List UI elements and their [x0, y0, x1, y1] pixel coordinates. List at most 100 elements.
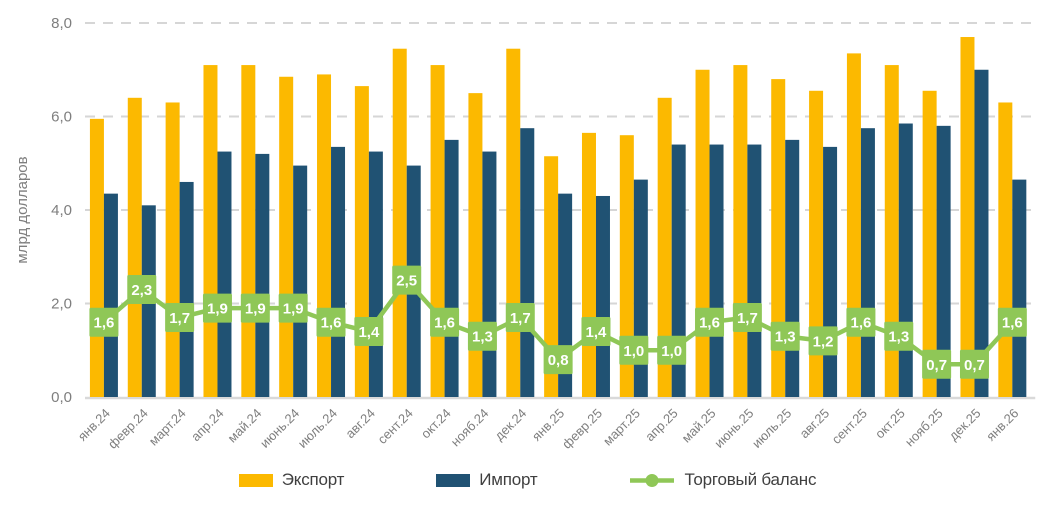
- balance-label-value: 0,8: [548, 352, 569, 369]
- x-tick-label: янв.26: [983, 406, 1021, 444]
- bar-export: [884, 65, 899, 397]
- x-tick-label: окт.25: [872, 406, 908, 442]
- bar-export: [960, 37, 975, 398]
- balance-label-box: [202, 293, 232, 323]
- bar-export: [846, 53, 861, 397]
- bar-import: [444, 139, 459, 397]
- x-tick-label: март.25: [600, 406, 643, 449]
- balance-label-value: 1,9: [207, 301, 228, 318]
- bar-export: [430, 65, 445, 397]
- bar-import: [1012, 179, 1027, 397]
- bar-export: [317, 74, 332, 398]
- balance-label-box: [240, 293, 270, 323]
- balance-label-value: 1,0: [661, 343, 682, 360]
- bar-import: [595, 195, 610, 397]
- balance-label-box: [89, 307, 119, 337]
- y-axis-tick-labels: 0,0 2,0 4,0 6,0 8,0: [51, 15, 72, 406]
- balance-label-box: [278, 293, 308, 323]
- bar-export: [468, 93, 483, 397]
- bar-import: [368, 151, 383, 397]
- balance-label-value: 1,0: [623, 343, 644, 360]
- chart-legend: Экспорт Импорт Торговый баланс: [0, 462, 1055, 498]
- balance-label-box: [657, 335, 687, 365]
- y-tick-label: 2,0: [51, 296, 72, 313]
- bar-import: [823, 146, 838, 397]
- chart-canvas: млрд долларов 0,0 2,0 4,0 6,0 8,0 янв.24февр…: [14, 15, 1036, 452]
- bar-import: [482, 151, 497, 397]
- bar-export: [809, 90, 824, 397]
- bar-export: [203, 65, 218, 397]
- bar-export: [695, 69, 710, 397]
- bar-import: [671, 144, 686, 397]
- bar-import: [936, 125, 951, 397]
- balance-label-value: 1,3: [888, 329, 909, 346]
- balance-label-value: 1,7: [169, 310, 190, 327]
- bar-export: [165, 102, 180, 397]
- balance-label-value: 1,6: [1002, 315, 1023, 332]
- y-axis-title: млрд долларов: [14, 156, 31, 263]
- bar-export: [922, 90, 937, 397]
- bar-export: [619, 135, 634, 397]
- bar-import: [331, 146, 346, 397]
- balance-label-value: 1,6: [699, 315, 720, 332]
- balance-label-value: 1,4: [358, 324, 380, 341]
- balance-label-value: 1,6: [93, 315, 114, 332]
- x-tick-label: февр.24: [105, 406, 151, 452]
- bar-export: [998, 102, 1013, 397]
- balance-label-value: 0,7: [964, 357, 985, 374]
- balance-label-value: 1,9: [245, 301, 266, 318]
- balance-label-value: 1,4: [586, 324, 608, 341]
- bar-import: [898, 123, 913, 397]
- x-tick-label: апр.25: [642, 406, 681, 445]
- x-tick-label: сент.24: [374, 406, 415, 447]
- bar-import: [860, 128, 875, 397]
- balance-label-box: [997, 307, 1027, 337]
- balance-label-value: 1,9: [283, 301, 304, 318]
- balance-label-value: 1,2: [813, 333, 834, 350]
- balance-label-box: [430, 307, 460, 337]
- balance-label-box: [316, 307, 346, 337]
- bar-export: [392, 48, 407, 398]
- x-tick-label: нояб.24: [448, 406, 492, 450]
- balance-label-value: 0,7: [926, 357, 947, 374]
- balance-label-value: 1,3: [472, 329, 493, 346]
- x-tick-label: июнь.24: [257, 406, 302, 451]
- balance-label-box: [505, 303, 535, 333]
- balance-label-value: 1,7: [510, 310, 531, 327]
- balance-label-value: 2,3: [131, 282, 152, 299]
- bar-import: [785, 139, 800, 397]
- bar-import: [747, 144, 762, 397]
- balance-label-box: [127, 274, 157, 304]
- balance-label-box: [884, 321, 914, 351]
- x-tick-label: июль.25: [749, 406, 794, 451]
- balance-label-box: [922, 349, 952, 379]
- balance-label-box: [959, 349, 989, 379]
- bar-import: [179, 181, 194, 397]
- x-tick-label: окт.24: [418, 406, 454, 442]
- balance-label-box: [581, 317, 611, 347]
- legend-item-balance: Торговый баланс: [629, 470, 816, 490]
- bar-import: [974, 69, 989, 397]
- bar-export: [506, 48, 521, 398]
- balance-label-box: [808, 326, 838, 356]
- x-tick-label: июль.24: [295, 406, 340, 451]
- bar-export: [279, 76, 294, 397]
- balance-label-box: [354, 317, 384, 347]
- x-tick-label: сент.25: [829, 406, 870, 447]
- x-tick-label: авг.25: [797, 406, 833, 442]
- balance-label-box: [467, 321, 497, 351]
- x-tick-label: нояб.25: [902, 406, 946, 450]
- bar-export: [544, 156, 559, 397]
- y-tick-label: 0,0: [51, 389, 72, 406]
- bar-export: [771, 79, 786, 397]
- bar-import: [293, 165, 308, 397]
- bar-import: [520, 128, 535, 397]
- bar-export: [657, 97, 672, 398]
- x-tick-label: февр.25: [559, 406, 605, 452]
- balance-label-box: [165, 303, 195, 333]
- bar-export: [127, 97, 142, 398]
- x-tick-label: март.24: [146, 406, 189, 449]
- balance-label-box: [619, 335, 649, 365]
- y-tick-label: 6,0: [51, 109, 72, 126]
